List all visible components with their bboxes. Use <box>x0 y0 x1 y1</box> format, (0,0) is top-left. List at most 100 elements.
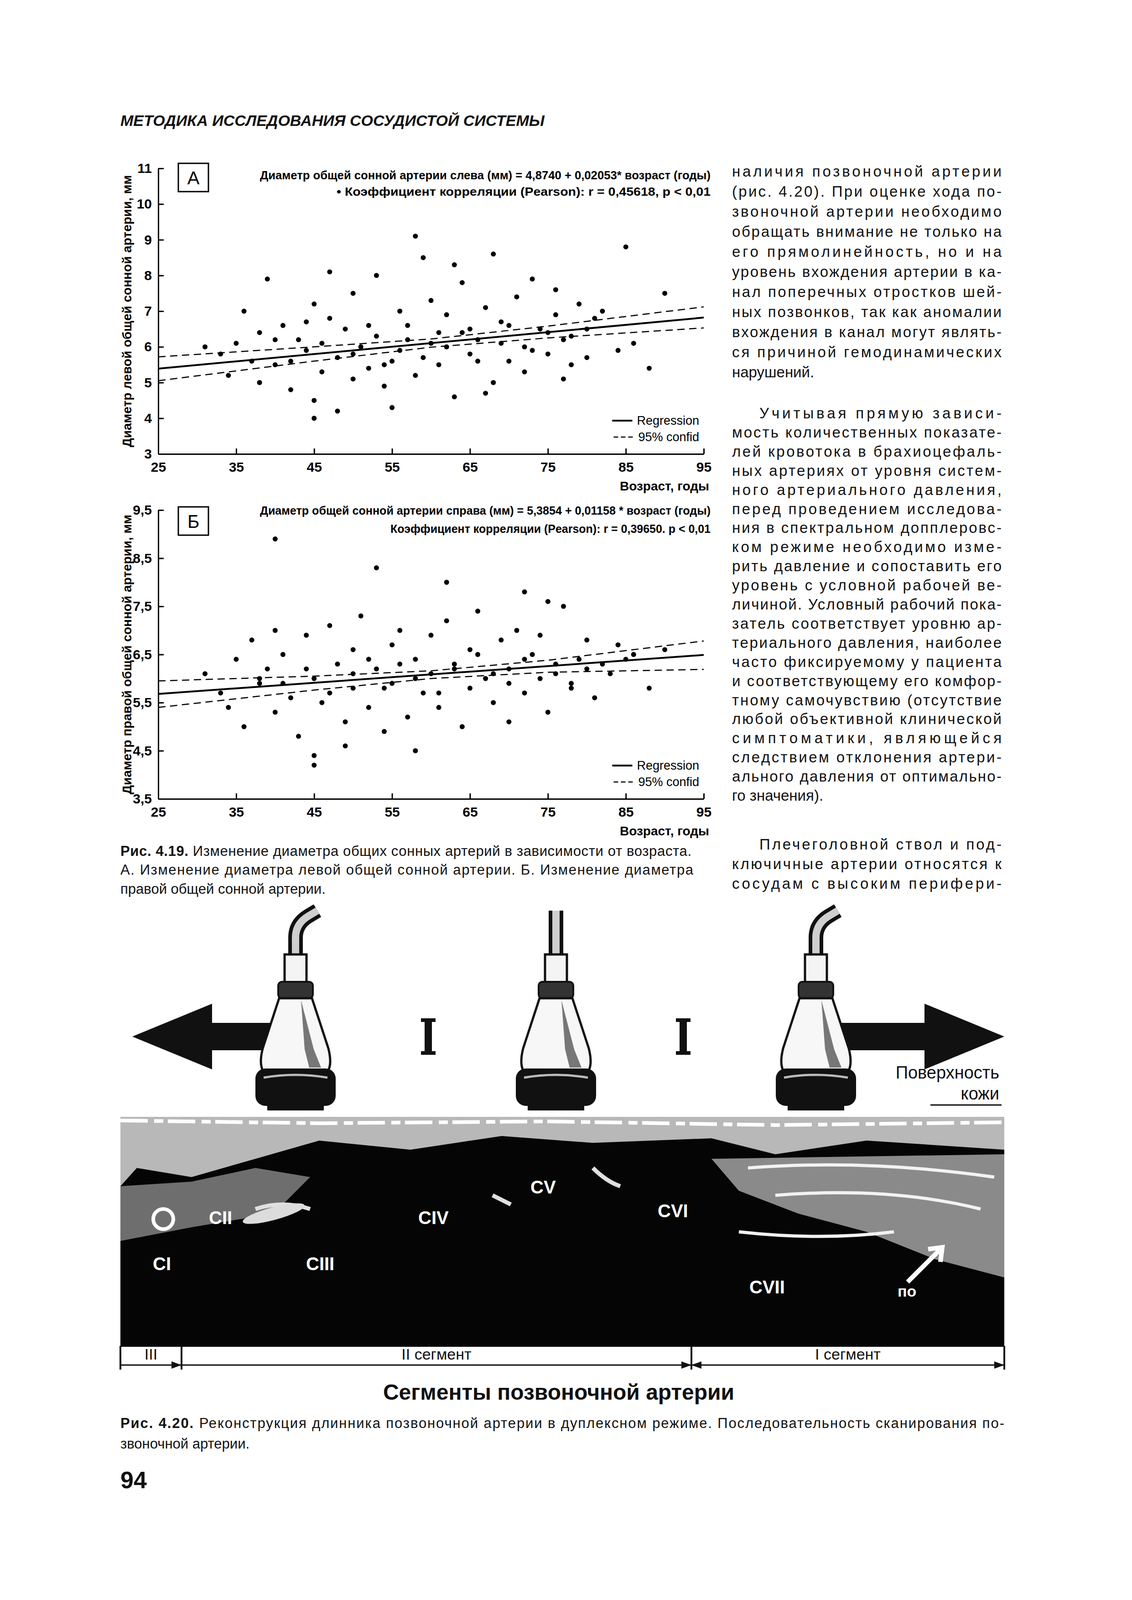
probe-face <box>527 1104 585 1111</box>
caption-text: звоночной артерии. <box>120 1435 250 1452</box>
pointer-arrow <box>907 1246 943 1282</box>
tick-label: 35 <box>228 804 245 820</box>
probe <box>255 910 336 1111</box>
data-point <box>311 675 317 681</box>
probe-cable <box>548 910 564 958</box>
plot-area <box>158 233 704 421</box>
tick-label: 8,5 <box>132 550 152 566</box>
data-point <box>584 637 590 643</box>
panel-box <box>178 506 209 535</box>
page: МЕТОДИКА ИССЛЕДОВАНИЯ СОСУДИСТОЙ СИСТЕМЫ… <box>0 0 1132 1600</box>
y-axis: 3,54,55,56,57,58,59,5 <box>132 502 164 806</box>
tick: 95 <box>696 448 712 475</box>
data-point <box>295 733 302 739</box>
caption-label: Рис. 4.19. <box>120 842 193 859</box>
tick-mark <box>158 557 164 560</box>
data-point <box>233 656 239 662</box>
data-point <box>560 603 566 609</box>
data-point <box>451 262 457 268</box>
segment-arrowhead <box>681 1360 692 1369</box>
legend: Regression95% confid <box>612 413 700 444</box>
data-point <box>475 651 481 657</box>
data-point <box>280 322 286 328</box>
data-point <box>319 340 325 346</box>
tick-mark <box>158 701 164 704</box>
chart-title: Диаметр общей сонной артерии слева (мм) … <box>259 168 711 182</box>
probe-neck <box>284 954 307 985</box>
data-point <box>475 608 481 614</box>
page-number: 94 <box>120 1466 147 1493</box>
tick: 35 <box>228 793 245 820</box>
tick-mark <box>547 793 549 799</box>
tick-mark <box>158 310 164 312</box>
tick-label: 45 <box>306 804 322 820</box>
segment-arrowhead <box>171 1360 182 1369</box>
body-text-line: следствием отклонения артери- <box>732 748 1002 766</box>
data-point <box>342 742 348 748</box>
tick-mark <box>158 750 164 752</box>
data-point <box>444 344 450 350</box>
tick-label: 35 <box>228 459 245 475</box>
data-point <box>545 709 551 715</box>
data-point <box>428 297 434 303</box>
data-point <box>233 340 239 346</box>
tick-mark <box>391 448 394 454</box>
tissue-echo <box>255 1167 621 1209</box>
caption-line: Рис. 4.19. Изменение диаметра общих сонн… <box>120 842 692 859</box>
tick-label: 4 <box>144 410 152 426</box>
tick-label: 55 <box>384 459 400 475</box>
caption-line: звоночной артерии. <box>120 1435 250 1452</box>
tick-label: 7 <box>144 303 152 319</box>
data-point <box>545 598 551 604</box>
scan-arrow <box>840 1003 1005 1070</box>
vertebra-label: CII <box>208 1207 233 1228</box>
body-text-line: Плечеголовной ствол и под- <box>759 835 1002 853</box>
tick-mark <box>391 793 394 799</box>
tick-mark <box>158 654 164 656</box>
chart: 25354555657585953,54,55,56,57,58,59,5БДи… <box>119 502 712 838</box>
probe-head <box>775 1068 857 1106</box>
probe-neck <box>804 954 827 985</box>
data-point <box>631 340 637 346</box>
body-text-line: часто фиксируемому у пациента <box>732 653 1003 670</box>
data-point <box>350 351 356 357</box>
data-point <box>366 656 372 662</box>
data-point <box>264 666 271 672</box>
data-point <box>412 656 418 662</box>
data-point <box>553 287 559 293</box>
x-axis: 2535455565758595 <box>150 448 712 475</box>
body-text-line: тному самочувствию (отсутствие <box>732 691 1002 709</box>
tick-mark <box>158 382 164 384</box>
data-point <box>506 322 512 328</box>
tick-mark <box>703 793 705 799</box>
data-point <box>311 301 317 307</box>
body-text-line: перед проведением исследова- <box>732 500 1002 518</box>
tick-label: 85 <box>618 459 634 475</box>
data-point <box>241 723 247 729</box>
data-point <box>560 337 566 343</box>
tick-label: 4,5 <box>132 742 152 759</box>
tick: 65 <box>462 793 478 820</box>
tick-mark <box>703 448 705 454</box>
data-point <box>257 329 263 335</box>
caption-text: А. Изменение диаметра левой общей сонной… <box>120 861 694 878</box>
body-text-line: ком режиме необходимо изме- <box>732 538 1002 556</box>
tick-label: 6,5 <box>132 646 152 662</box>
data-point <box>272 627 278 633</box>
tick-label: 75 <box>540 804 556 820</box>
data-point <box>568 680 574 686</box>
data-point <box>444 311 450 317</box>
data-point <box>459 723 465 729</box>
tick: 85 <box>618 448 634 475</box>
skin-label-line <box>930 1104 1002 1106</box>
tick: 8 <box>144 267 164 283</box>
tick: 75 <box>540 793 556 820</box>
data-point <box>218 690 224 696</box>
data-point <box>412 675 418 681</box>
tick: 75 <box>540 448 556 475</box>
data-point <box>373 333 380 339</box>
data-point <box>584 354 590 360</box>
body-text-line: звоночной артерии необходимо <box>732 202 1002 220</box>
skin-label: Поверхность <box>895 1062 1000 1082</box>
data-point <box>506 719 512 725</box>
